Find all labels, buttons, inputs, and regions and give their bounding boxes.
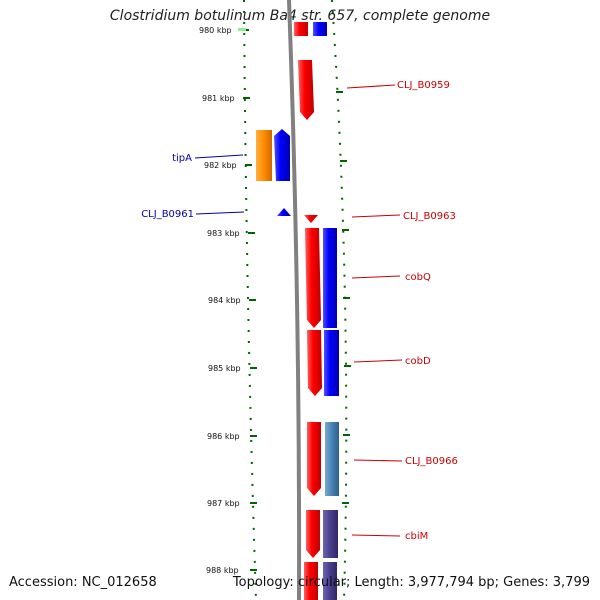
gene-arrow-clj-b0961 (277, 208, 291, 216)
accession-text: Accession: NC_012658 (9, 575, 157, 590)
outer-ring-ticks (336, 91, 351, 504)
gene-arrow-clj-b0959 (298, 60, 314, 120)
backbone-line (287, 0, 302, 600)
gene-arrow-clj-b0966 (307, 422, 321, 496)
label-line (346, 84, 396, 89)
gene-label-clj-b0961: CLJ_B0961 (141, 209, 194, 220)
gene-label-clj-b0966: CLJ_B0966 (405, 456, 458, 467)
gene-label-tipa: tipA (172, 153, 192, 164)
label-line (351, 214, 401, 218)
gene-label-cobd: cobD (405, 356, 431, 367)
gene-block-cobq-blue (323, 228, 337, 328)
genome-summary-text: Topology: circular; Length: 3,977,794 bp… (232, 575, 590, 590)
gene-label-clj-b0959: CLJ_B0959 (397, 80, 450, 91)
tick-label: 983 kbp (207, 229, 240, 238)
label-line (353, 359, 403, 363)
gene-block-clj-b0966-steel (325, 422, 339, 496)
tick-label: 985 kbp (208, 364, 241, 373)
label-line (194, 154, 244, 159)
tick-label: 980 kbp (199, 26, 232, 35)
label-line (195, 211, 245, 215)
gene-arrow-cobd (307, 330, 322, 396)
tick-group: 980 kbp 981 kbp 982 kbp 983 kbp 984 kbp … (199, 26, 257, 575)
gene-block-bottom-purple (323, 562, 337, 600)
gene-arrow-clj-b0963 (304, 215, 318, 223)
tick-label: 987 kbp (207, 499, 240, 508)
tick-label: 986 kbp (207, 432, 240, 441)
gene-block-bottom-red (304, 562, 318, 600)
gene-label-clj-b0963: CLJ_B0963 (403, 211, 456, 222)
tick-label: 984 kbp (208, 296, 241, 305)
label-lines (194, 84, 403, 537)
diagram-title: Clostridium botulinum Ba4 str. 657, comp… (109, 8, 491, 24)
gene-arrow-cbim (306, 510, 320, 558)
gene-label-cobq: cobQ (405, 272, 431, 283)
gene-arrow-tipa (274, 129, 290, 181)
label-line (353, 459, 403, 462)
tick-label: 982 kbp (204, 161, 237, 170)
tick-label: 981 kbp (202, 94, 235, 103)
gene-arrow-cobq (305, 228, 321, 328)
gene-block-cobd-blue (324, 330, 339, 396)
label-line (351, 534, 401, 537)
gene-label-cbim: cbiM (405, 531, 428, 542)
gene-block-blue (313, 22, 327, 36)
gene-block-orange (256, 130, 272, 181)
gene-block-cbim-purple (323, 510, 338, 558)
label-line (351, 275, 401, 279)
gene-block-faded (238, 28, 246, 31)
gene-block-red (294, 22, 308, 36)
tick-label: 988 kbp (206, 566, 239, 575)
